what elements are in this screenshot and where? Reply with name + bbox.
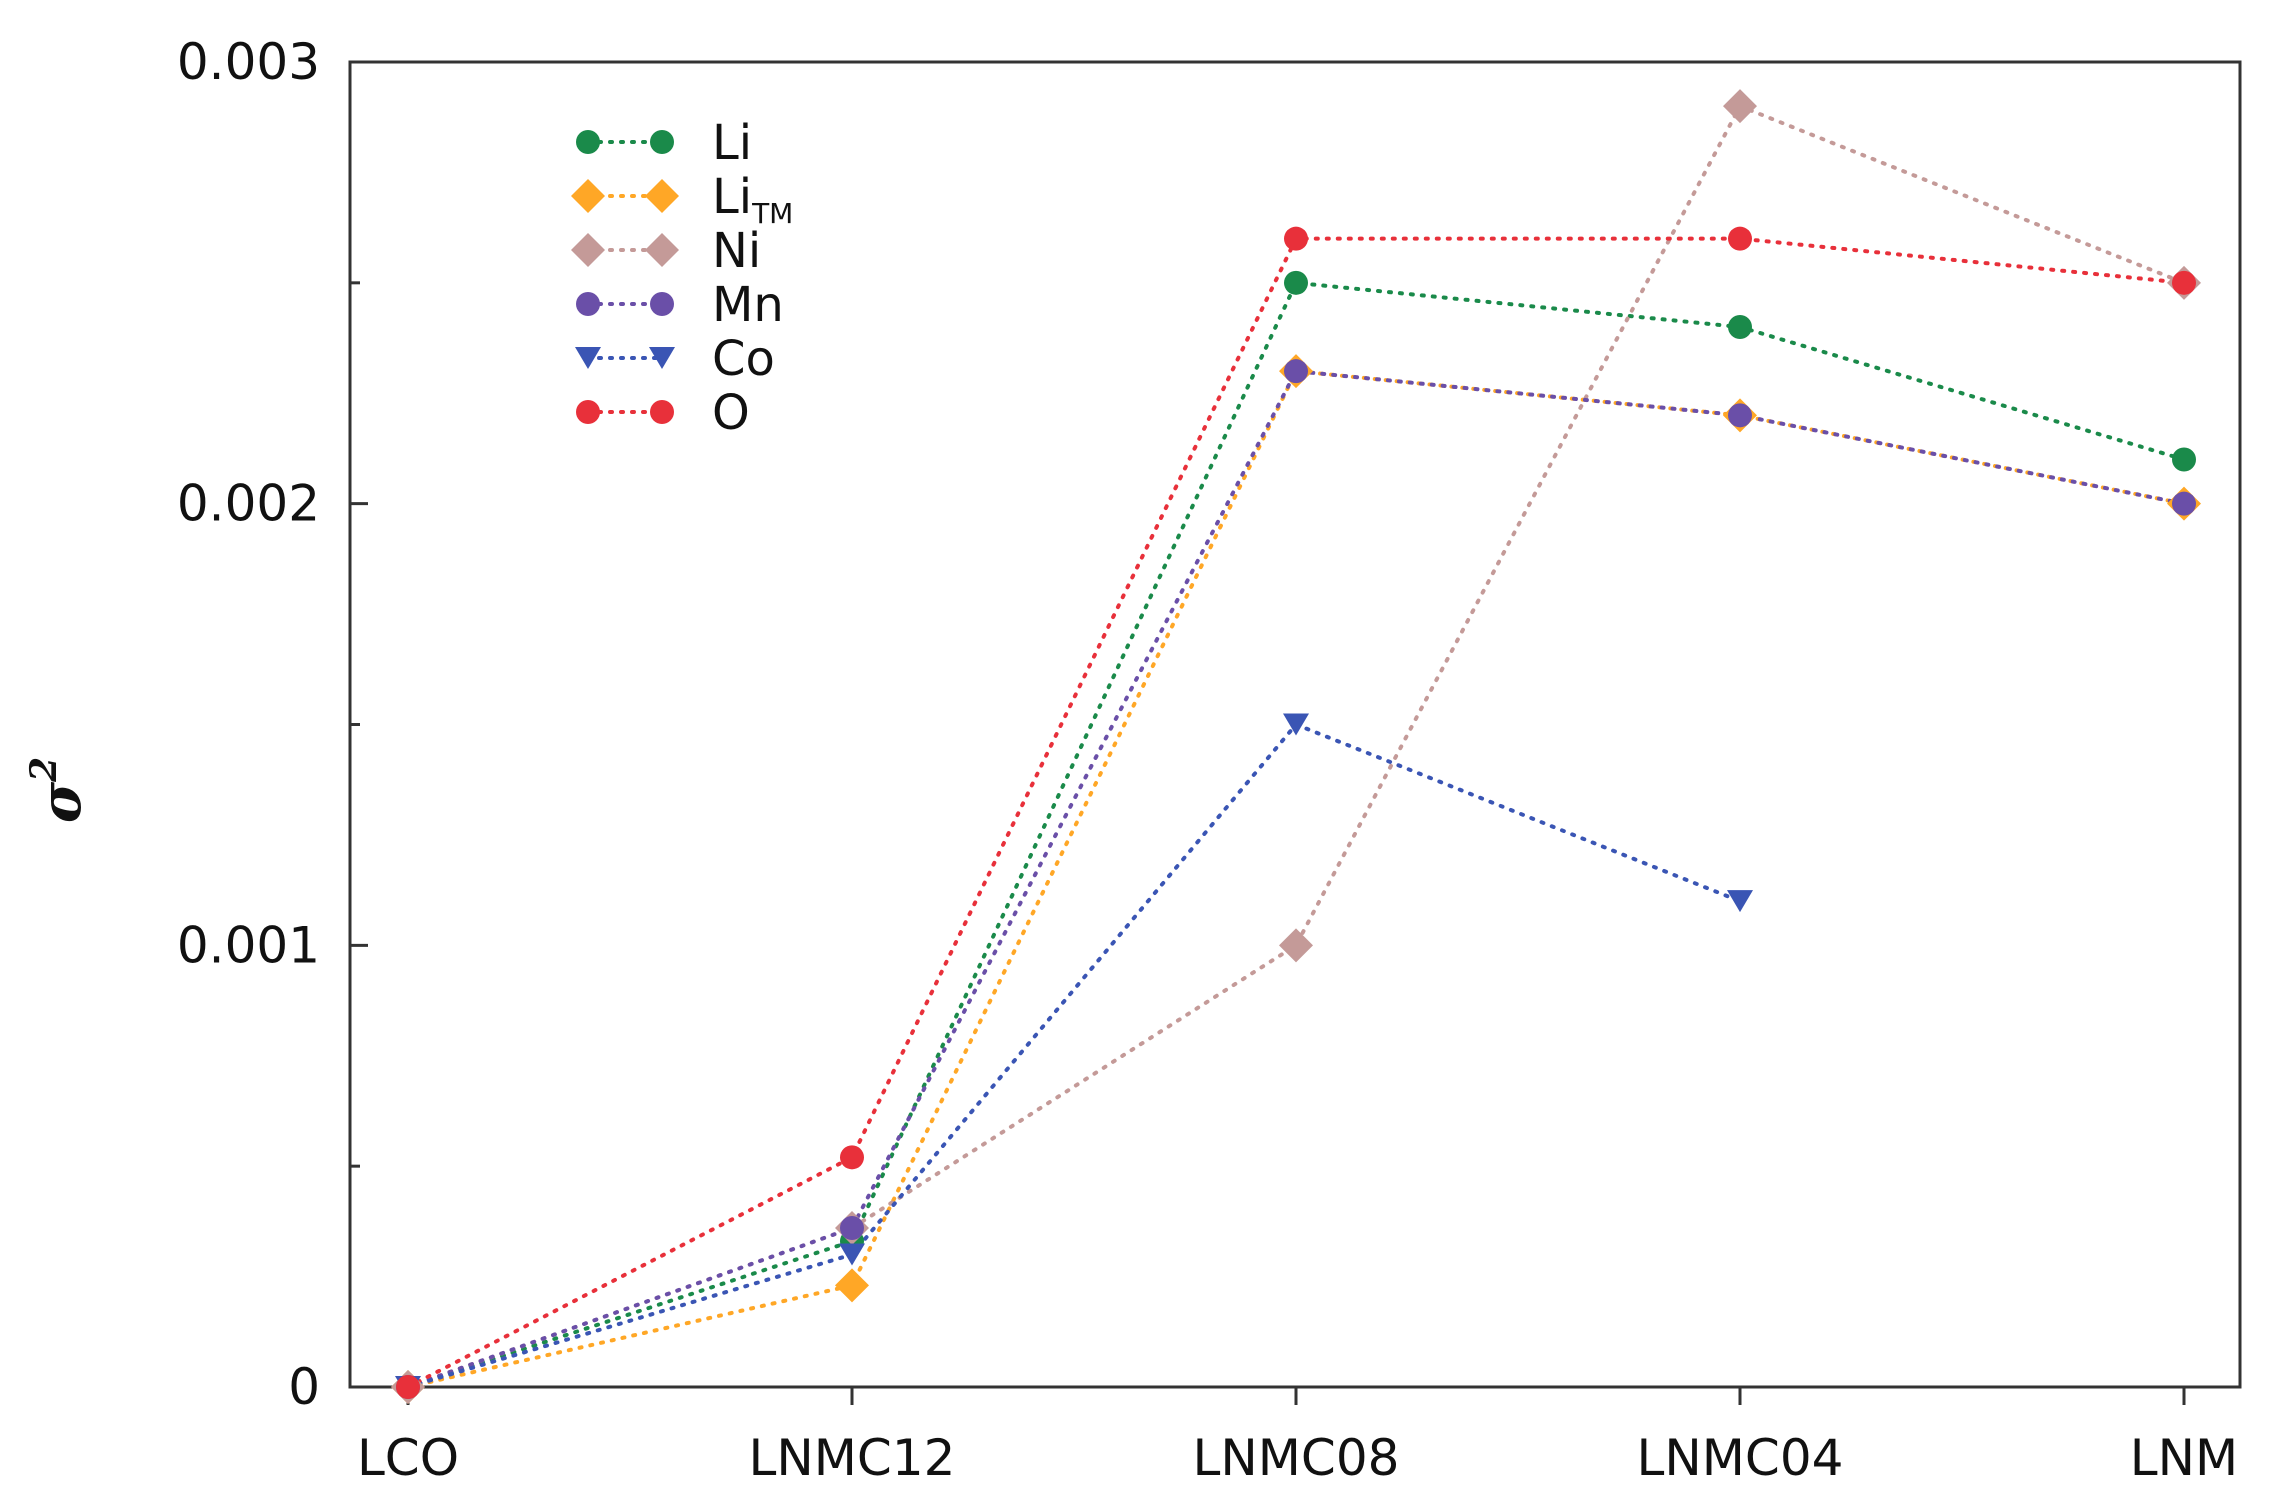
series-line-li: [406, 280, 2186, 1389]
legend-entry: LiTM: [571, 169, 793, 230]
legend-marker: [571, 233, 605, 267]
y-tick-label: 0.003: [177, 33, 320, 91]
y-tick-label: 0.002: [177, 475, 320, 533]
legend-marker: [645, 179, 679, 213]
legend-marker: [650, 130, 674, 154]
legend-marker: [576, 292, 600, 316]
x-tick-label: LNMC04: [1637, 1429, 1844, 1487]
legend-entry: O: [576, 385, 750, 441]
data-point-ni: [1723, 89, 1757, 124]
legend-entry: Mn: [576, 277, 784, 333]
x-tick-label: LNM: [2130, 1429, 2238, 1487]
legend-label: Ni: [712, 223, 761, 279]
y-tick-labels: 0 0.001 0.002 0.003: [177, 33, 320, 1416]
legend-marker: [571, 179, 605, 213]
data-point-o: [840, 1145, 864, 1170]
series-markers: [391, 89, 2201, 1404]
y-tick-label: 0: [288, 1358, 320, 1416]
x-tick-label: LNMC08: [1193, 1429, 1400, 1487]
legend-marker: [575, 347, 601, 369]
legend-entry: Li: [576, 115, 752, 171]
legend-marker: [650, 400, 674, 424]
data-point-li: [1728, 315, 1752, 339]
x-tick-labels: LCO LNMC12 LNMC08 LNMC04 LNM: [357, 1429, 2238, 1487]
data-point-mn: [1284, 359, 1308, 384]
data-point-co: [1727, 890, 1753, 913]
data-point-mn: [1728, 403, 1752, 428]
legend-marker: [576, 400, 600, 424]
data-point-co: [839, 1243, 865, 1266]
series-line-co: [406, 722, 1742, 1389]
legend-marker: [650, 292, 674, 316]
data-point-litm: [835, 1268, 869, 1303]
legend-entry: Co: [575, 331, 775, 387]
legend-marker: [645, 233, 679, 267]
legend-label: LiTM: [712, 169, 793, 230]
y-axis-label: σ2: [23, 757, 94, 823]
data-point-o: [1728, 226, 1752, 251]
legend-marker: [649, 347, 675, 369]
y-tick-label: 0.001: [177, 916, 320, 974]
x-tick-label: LCO: [357, 1429, 459, 1487]
data-point-o: [396, 1375, 420, 1399]
data-point-li: [2172, 447, 2196, 472]
data-point-mn: [2172, 491, 2196, 516]
series-line-mn: [406, 369, 2186, 1389]
data-point-o: [1284, 226, 1308, 251]
legend-marker: [576, 130, 600, 154]
data-point-li: [1284, 270, 1308, 295]
axis-ticks: [350, 60, 2186, 1405]
data-point-co: [1283, 713, 1309, 736]
data-point-o: [2172, 270, 2196, 295]
legend-label: Co: [712, 331, 775, 387]
data-point-mn: [840, 1216, 864, 1240]
data-point-ni: [1279, 928, 1313, 963]
x-tick-label: LNMC12: [749, 1429, 956, 1487]
legend-label: O: [712, 385, 750, 441]
legend-label: Li: [712, 115, 752, 171]
legend-entry: Ni: [571, 223, 761, 279]
legend-label: Mn: [712, 277, 784, 333]
